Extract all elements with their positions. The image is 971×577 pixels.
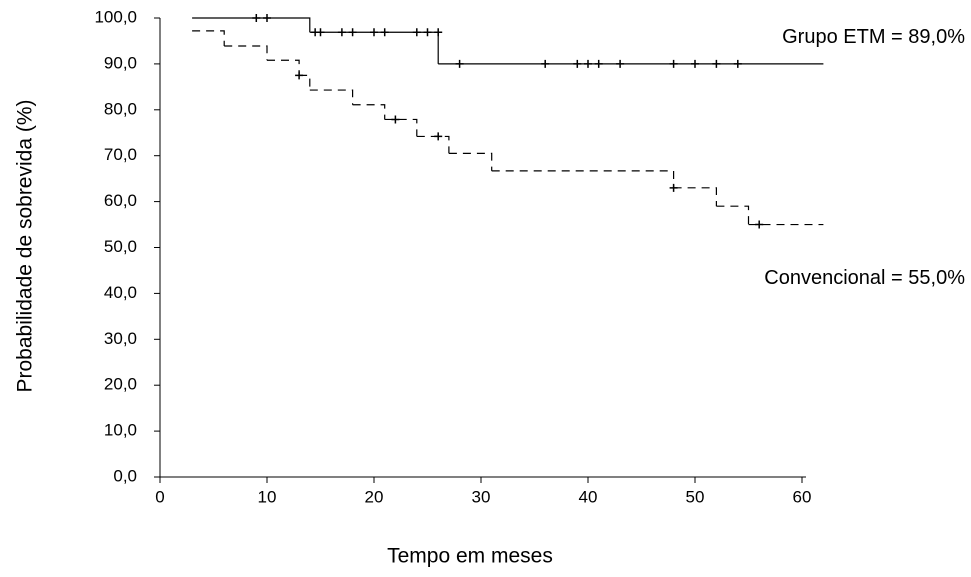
- censor-mark: [594, 59, 603, 68]
- y-tick-label: 40,0: [104, 283, 137, 302]
- y-tick-label: 20,0: [104, 375, 137, 394]
- survival-step: [716, 205, 750, 225]
- censor-mark: [337, 28, 346, 37]
- survival-step: [416, 135, 450, 154]
- censor-mark: [573, 59, 582, 68]
- censor-mark: [733, 59, 742, 68]
- x-tick-label: 0: [155, 487, 164, 506]
- censor-mark: [348, 28, 357, 37]
- survival-step: [224, 45, 268, 61]
- survival-step: [309, 31, 439, 64]
- survival-step: [673, 187, 717, 207]
- x-axis-title: Tempo em meses: [387, 545, 553, 568]
- x-tick-label: 50: [686, 487, 705, 506]
- y-tick-label: 0,0: [113, 466, 137, 485]
- x-tick-label: 40: [579, 487, 598, 506]
- y-tick-label: 30,0: [104, 329, 137, 348]
- censor-mark: [616, 59, 625, 68]
- censor-mark: [669, 183, 678, 192]
- x-tick-label: 10: [258, 487, 277, 506]
- survival-step: [352, 104, 386, 120]
- y-tick-label: 60,0: [104, 191, 137, 210]
- y-tick-label: 100,0: [94, 7, 137, 26]
- y-tick-label: 80,0: [104, 99, 137, 118]
- censor-mark: [252, 14, 261, 22]
- censor-mark: [691, 59, 699, 68]
- censor-mark: [370, 28, 378, 37]
- survival-step: [384, 118, 418, 137]
- censor-mark: [380, 28, 389, 37]
- censor-mark: [295, 71, 304, 80]
- censor-mark: [584, 59, 592, 68]
- censor-mark: [412, 28, 421, 37]
- series-label: Convencional = 55,0%: [764, 267, 965, 289]
- x-tick-label: 30: [472, 487, 491, 506]
- y-tick-label: 50,0: [104, 237, 137, 256]
- y-tick-label: 90,0: [104, 53, 137, 72]
- survival-step: [491, 170, 675, 188]
- censor-mark: [712, 59, 721, 68]
- survival-step: [192, 17, 311, 33]
- survival-step: [448, 152, 493, 171]
- survival-step: [267, 59, 300, 76]
- survival-step: [299, 74, 311, 91]
- censor-mark: [434, 28, 443, 37]
- survival-step: [192, 30, 225, 46]
- censor-mark: [263, 14, 271, 22]
- censor-mark: [541, 59, 550, 68]
- survival-step: [309, 89, 354, 105]
- censor-mark: [755, 220, 764, 229]
- x-tick-label: 60: [793, 487, 812, 506]
- censor-mark: [434, 132, 443, 141]
- y-tick-label: 10,0: [104, 421, 137, 440]
- y-tick-label: 70,0: [104, 145, 137, 164]
- censor-mark: [391, 115, 400, 124]
- y-axis-title: Probabilidade de sobrevida (%): [14, 99, 37, 392]
- censor-mark: [316, 28, 325, 37]
- censor-mark: [455, 59, 464, 68]
- censor-mark: [423, 28, 432, 37]
- censor-mark: [669, 59, 678, 68]
- series-label: Grupo ETM = 89,0%: [782, 26, 965, 48]
- x-tick-label: 20: [365, 487, 384, 506]
